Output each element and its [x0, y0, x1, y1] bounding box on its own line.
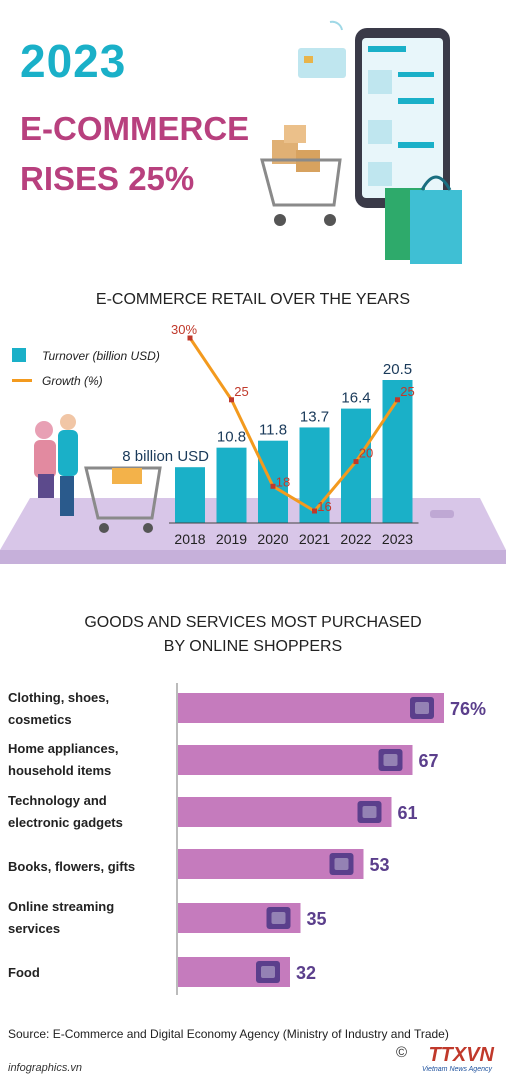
gift-box-icon — [266, 907, 291, 929]
purchase-value-label: 61 — [398, 803, 418, 823]
category-label-line: Technology and — [8, 793, 107, 808]
turnover-bar — [341, 408, 371, 523]
shoppers-illustration — [34, 414, 162, 533]
growth-value-label: 25 — [234, 384, 248, 399]
turnover-value-label: 16.4 — [341, 390, 370, 407]
purchase-value-label: 67 — [419, 751, 439, 771]
category-label-line: Books, flowers, gifts — [8, 859, 136, 874]
site-name: infographics.vn — [8, 1062, 82, 1074]
turnover-bar — [175, 467, 205, 523]
category-label-line: electronic gadgets — [8, 815, 123, 830]
legend-growth-label: Growth (%) — [42, 374, 103, 388]
purchase-value-label: 32 — [296, 963, 316, 983]
year-tick-label: 2020 — [257, 531, 288, 547]
credit-card-icon — [298, 48, 346, 78]
headline-line-2: RISES 25% — [20, 160, 195, 197]
chart1-title: E-COMMERCE RETAIL OVER THE YEARS — [95, 291, 411, 308]
purchase-bar — [178, 693, 444, 723]
turnover-bar — [258, 440, 288, 523]
category-label: Clothing, shoes, cosmetics — [8, 687, 168, 731]
food-cloche-icon — [256, 961, 280, 983]
source-note: Source: E-Commerce and Digital Economy A… — [8, 1027, 449, 1041]
gift-screen-icon — [329, 853, 354, 875]
category-label-line: household items — [8, 763, 112, 778]
legend-growth-swatch — [12, 379, 32, 382]
growth-point — [312, 508, 317, 514]
growth-point — [270, 483, 276, 489]
shopping-cart-icon — [260, 125, 342, 226]
category-label-line: Online streaming — [8, 899, 115, 914]
chart2-title-line-2: BY ONLINE SHOPPERS — [163, 638, 343, 655]
growth-value-label: 25 — [400, 384, 414, 399]
purchase-value-label: 53 — [370, 855, 390, 875]
chart2-title-line-1: GOODS AND SERVICES MOST PURCHASED — [84, 614, 422, 631]
purchase-bar — [178, 745, 413, 775]
turnover-value-label: 11.8 — [259, 422, 287, 439]
copyright-symbol: © — [396, 1044, 408, 1061]
wifi-icon — [329, 20, 343, 31]
appliance-icon — [378, 749, 403, 771]
growth-point — [395, 397, 400, 403]
purchase-value-label: 76% — [450, 699, 486, 719]
category-label: Home appliances, household items — [8, 738, 168, 782]
year-tick-label: 2022 — [340, 531, 371, 547]
turnover-bar — [216, 447, 247, 523]
purchase-bar — [178, 797, 392, 827]
turnover-value-label: 20.5 — [383, 361, 412, 378]
growth-point — [187, 335, 193, 341]
growth-value-label: 18 — [276, 474, 290, 489]
category-label: Technology and electronic gadgets — [8, 790, 168, 834]
phone-shopping-illustration — [260, 20, 462, 264]
category-label: Online streaming services — [8, 896, 168, 940]
growth-value-label: 30% — [171, 322, 197, 337]
category-label: Books, flowers, gifts — [8, 856, 168, 878]
year-tick-label: 2021 — [299, 531, 330, 547]
purchase-value-label: 35 — [307, 909, 327, 929]
chart2-purchases: 76% 67 61 53 35 32 — [176, 683, 486, 995]
category-label-line: cosmetics — [8, 712, 72, 727]
growth-value-label: 16 — [317, 499, 331, 514]
category-label-line: services — [8, 921, 61, 936]
chart1-turnover-growth: 8 billion USD201810.8201911.8202013.7202… — [0, 322, 506, 564]
year-tick-label: 2023 — [382, 531, 413, 547]
year-tick-label: 2018 — [174, 531, 205, 547]
agency-logo-subtitle: Vietnam News Agency — [421, 1066, 492, 1073]
category-label-line: Home appliances, — [8, 741, 119, 756]
turnover-value-label: 13.7 — [300, 408, 329, 425]
category-label: Food — [8, 962, 168, 984]
category-label-line: Clothing, shoes, — [8, 690, 110, 705]
growth-point — [229, 397, 234, 403]
laptop-phone-icon — [357, 801, 382, 823]
headline-line-1: E-COMMERCE — [20, 110, 250, 147]
turnover-value-label: 10.8 — [217, 429, 246, 446]
turnover-bar — [299, 427, 330, 523]
growth-value-label: 20 — [359, 446, 373, 461]
growth-line — [188, 337, 399, 513]
shopping-bag-icon — [385, 175, 462, 264]
category-label-line: Food — [8, 965, 40, 980]
legend-turnover-swatch — [12, 348, 26, 362]
year-tick-label: 2019 — [216, 531, 247, 547]
growth-point — [353, 459, 359, 465]
turnover-bar — [382, 380, 413, 523]
agency-logo: TTXVN — [428, 1044, 494, 1066]
platform-base — [0, 498, 506, 550]
headline-year: 2023 — [20, 35, 127, 87]
clothing-icon — [410, 697, 434, 719]
legend-turnover-label: Turnover (billion USD) — [42, 349, 160, 363]
turnover-value-label: 8 billion USD — [122, 448, 209, 465]
